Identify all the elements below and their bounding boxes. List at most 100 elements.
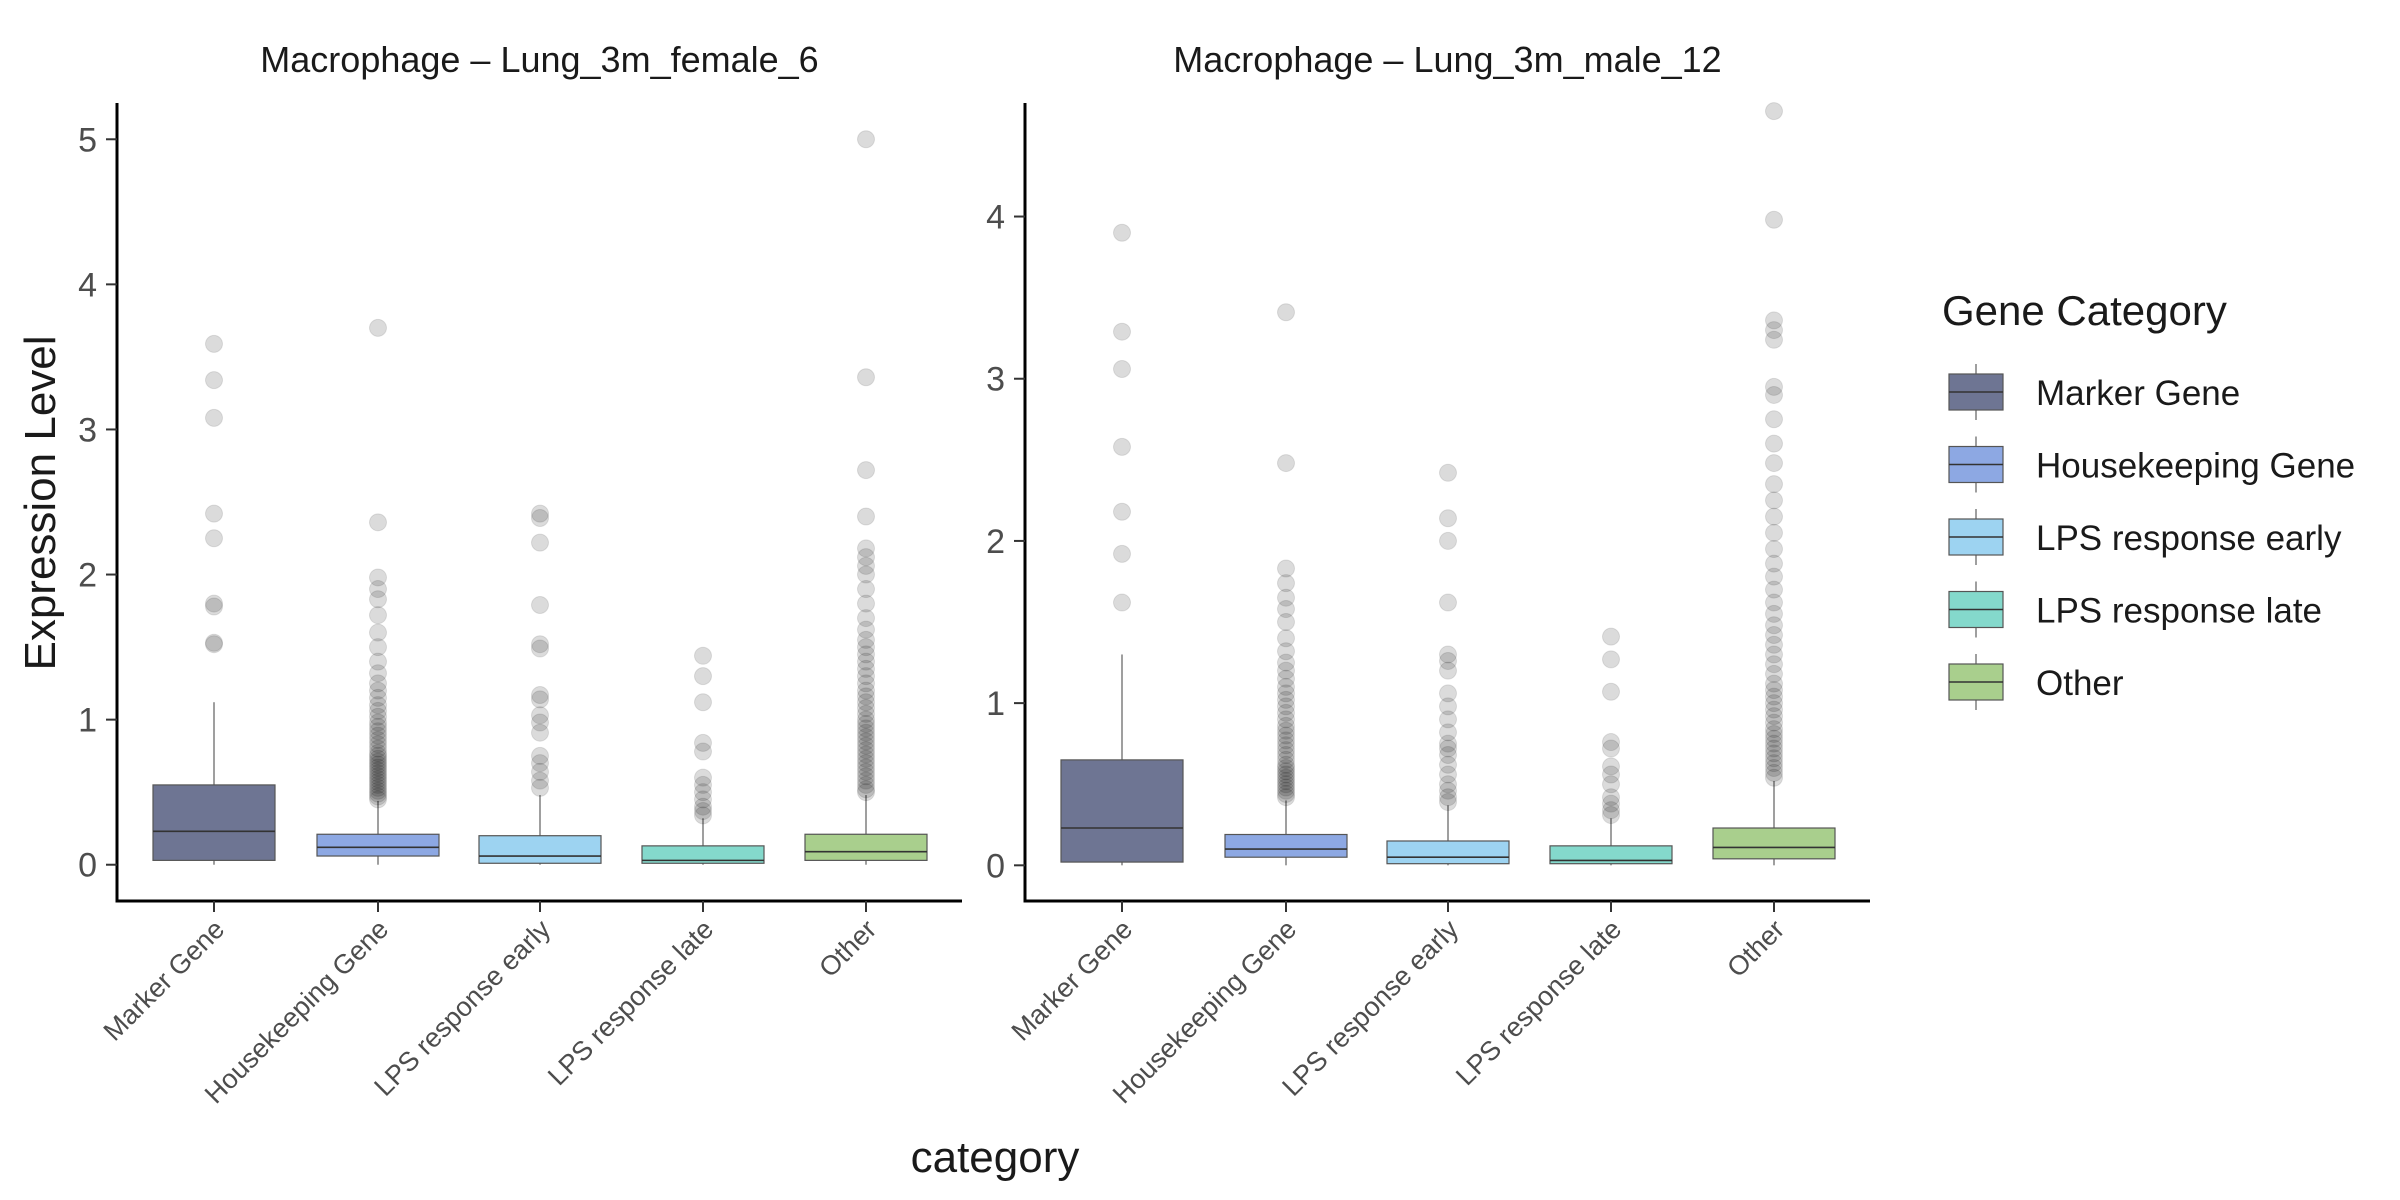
outlier-point <box>1277 716 1295 735</box>
box-iqr <box>1224 833 1348 858</box>
outlier-point <box>694 646 712 665</box>
outlier-point <box>369 707 387 726</box>
outlier-point <box>1439 651 1457 670</box>
outlier-point <box>1277 303 1295 322</box>
outlier-point <box>1765 567 1783 586</box>
outlier-point <box>1765 694 1783 713</box>
outlier-point <box>1277 574 1295 593</box>
box-iqr <box>1386 840 1510 865</box>
outlier-point <box>857 674 875 693</box>
outlier-point <box>531 706 549 725</box>
outlier-point <box>1439 645 1457 664</box>
outlier-point <box>369 770 387 789</box>
x-tick-label: LPS response late <box>542 914 719 1091</box>
legend-item: Other <box>1948 654 2124 710</box>
outlier-point <box>857 719 875 738</box>
outlier-point <box>205 371 223 390</box>
outlier-point <box>531 533 549 552</box>
outlier-point <box>1277 642 1295 661</box>
outlier-point <box>369 568 387 587</box>
outlier-point <box>1277 731 1295 750</box>
legend-title: Gene Category <box>1942 287 2227 334</box>
outlier-point <box>1765 616 1783 635</box>
outlier-point <box>1277 454 1295 473</box>
outlier-point <box>369 696 387 715</box>
outlier-point <box>1765 321 1783 340</box>
box-lps-response-late <box>1549 627 1673 866</box>
outlier-point <box>1439 723 1457 742</box>
outlier-point <box>857 539 875 558</box>
legend-item: LPS response early <box>1948 509 2342 565</box>
outlier-point <box>1277 759 1295 777</box>
outlier-point <box>531 762 549 781</box>
outlier-point <box>1277 703 1295 722</box>
y-tick-label: 3 <box>78 411 97 449</box>
box-iqr <box>478 835 602 864</box>
outlier-point <box>1277 661 1295 680</box>
outlier-point <box>369 688 387 707</box>
x-tick-label: LPS response early <box>1276 914 1464 1102</box>
box-iqr <box>641 845 765 864</box>
outlier-point <box>531 723 549 742</box>
outlier-point <box>857 638 875 657</box>
outlier-point <box>1765 681 1783 700</box>
outlier-point <box>369 638 387 657</box>
outlier-point <box>857 556 875 575</box>
outlier-point <box>1765 523 1783 542</box>
outlier-point <box>369 606 387 625</box>
outlier-point <box>857 741 875 760</box>
outlier-point <box>1113 502 1131 521</box>
outlier-point <box>531 754 549 773</box>
outlier-point <box>205 635 223 654</box>
outlier-point <box>1765 749 1783 768</box>
outlier-point <box>369 767 387 786</box>
outlier-point <box>1277 750 1295 769</box>
outlier-point <box>369 318 387 337</box>
outlier-point <box>1765 377 1783 396</box>
outlier-point <box>1277 726 1295 745</box>
legend-label: LPS response late <box>2036 592 2322 631</box>
outlier-point <box>1113 322 1131 341</box>
outlier-point <box>857 645 875 664</box>
outlier-point <box>857 652 875 671</box>
outlier-point <box>1277 768 1295 787</box>
y-tick-label: 2 <box>986 523 1005 561</box>
outlier-point <box>1277 600 1295 619</box>
outlier-point <box>857 728 875 747</box>
outlier-point <box>1765 210 1783 229</box>
outlier-point <box>369 784 387 803</box>
legend: Gene Category Marker Gene Housekeeping Ge… <box>1942 287 2355 710</box>
outlier-point <box>1765 724 1783 743</box>
y-tick-label: 0 <box>986 847 1005 885</box>
outlier-point <box>369 726 387 745</box>
outlier-point <box>857 667 875 686</box>
outlier-point <box>1765 720 1783 739</box>
y-tick-label: 3 <box>986 361 1005 399</box>
outlier-point <box>857 745 875 764</box>
outlier-point <box>531 771 549 790</box>
outlier-point <box>1439 765 1457 784</box>
outlier-point <box>1439 793 1457 812</box>
outlier-point <box>369 722 387 741</box>
outlier-point <box>857 609 875 628</box>
outlier-point <box>857 687 875 706</box>
x-tick-label: LPS response early <box>368 914 556 1102</box>
box-iqr <box>152 784 276 861</box>
outlier-point <box>857 754 875 773</box>
y-tick-label: 1 <box>78 702 97 740</box>
outlier-point <box>1765 655 1783 674</box>
outlier-point <box>369 730 387 749</box>
box-iqr <box>1712 827 1836 860</box>
outlier-point <box>1277 629 1295 648</box>
outlier-point <box>1765 626 1783 644</box>
outlier-point <box>694 783 712 802</box>
outlier-point <box>1277 775 1295 794</box>
outlier-point <box>857 693 875 712</box>
outlier-point <box>1439 739 1457 758</box>
y-tick-label: 5 <box>78 121 97 159</box>
outlier-point <box>1765 674 1783 693</box>
outlier-point <box>1439 509 1457 528</box>
outlier-point <box>1277 765 1295 784</box>
outlier-point <box>694 667 712 686</box>
outlier-point <box>857 659 875 678</box>
